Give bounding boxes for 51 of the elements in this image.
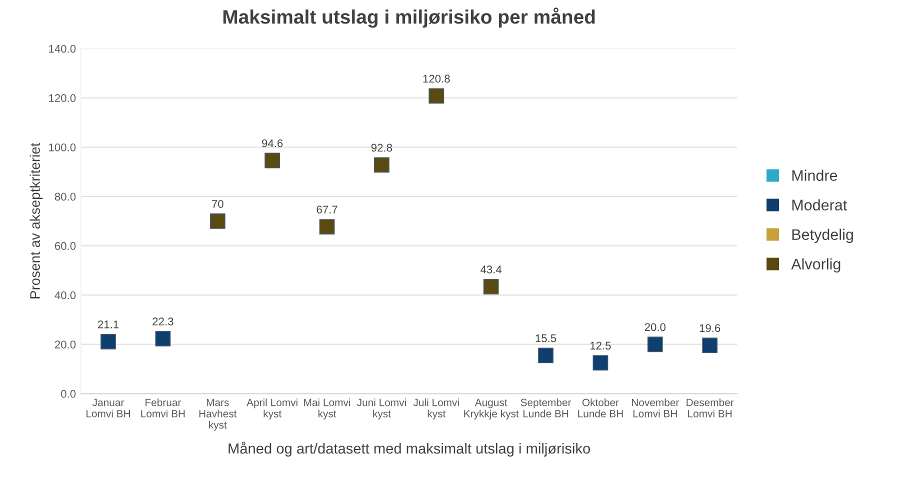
point (319, 219, 335, 234)
y-tick-label: 60.0 (54, 242, 76, 250)
point (155, 330, 171, 346)
x-tick-label: Februar Lomvi BH (141, 398, 185, 418)
data-label: 67.7 (316, 206, 338, 214)
point (538, 348, 554, 364)
legend-label: Betydelig (792, 228, 853, 244)
y-axis-title: Prosent av akseptkriteriet (30, 142, 43, 298)
point (702, 338, 718, 354)
data-label: 43.4 (480, 266, 502, 274)
data-label: 21.1 (98, 320, 119, 328)
data-label: 15.5 (536, 334, 556, 342)
x-tick-label: Oktober Lunde BH (578, 398, 623, 418)
x-tick-label: Januar Lomvi BH (86, 398, 130, 418)
data-label: 94.6 (262, 139, 283, 148)
x-tick-label: August Krykkje kyst (464, 398, 519, 420)
legend-label: Moderat (792, 199, 848, 210)
y-tick-label: 20.0 (54, 340, 76, 348)
point (100, 334, 116, 350)
data-label: 120.8 (423, 74, 450, 83)
y-tick-label: 140.0 (49, 44, 76, 53)
x-tick-label: April Lomvi kyst (246, 398, 298, 420)
data-label: 20.0 (644, 323, 666, 332)
x-tick-label: Desember Lomvi BH (686, 398, 734, 418)
legend-label: Mindre (792, 170, 838, 181)
y-tick-label: 80.0 (54, 192, 76, 201)
data-label: 70 (212, 200, 224, 208)
data-label: 92.8 (371, 144, 392, 152)
y-tick-label: 40.0 (54, 291, 76, 300)
x-tick-label: Mars Havhest kyst (199, 398, 237, 431)
x-tick-label: November Lomvi BH (632, 398, 679, 418)
point (592, 355, 608, 371)
legend-label: Alvorlig (791, 258, 840, 273)
data-label: 22.3 (152, 318, 174, 326)
point (374, 157, 390, 173)
point (647, 336, 663, 352)
point (483, 278, 499, 294)
chart-title: Maksimalt utslag i miljørisiko per måned (223, 8, 595, 28)
x-tick-label: Juni Lomvi kyst (356, 398, 406, 420)
point (264, 152, 280, 168)
y-tick-label: 120.0 (49, 94, 76, 102)
x-axis-title: Måned og art/datasett med maksimalt utslag i miljørisiko (228, 442, 590, 457)
data-label: 12.5 (590, 342, 611, 350)
x-tick-label: Juli Lomvi kyst (413, 398, 459, 420)
data-label: 19.6 (700, 324, 720, 332)
point (428, 88, 444, 104)
y-tick-label: 100.0 (49, 143, 76, 152)
x-tick-label: Mai Lomvi kyst (304, 398, 350, 420)
y-tick-label: 0.0 (61, 390, 76, 398)
point (210, 213, 226, 229)
x-tick-label: September Lunde BH (520, 398, 572, 418)
